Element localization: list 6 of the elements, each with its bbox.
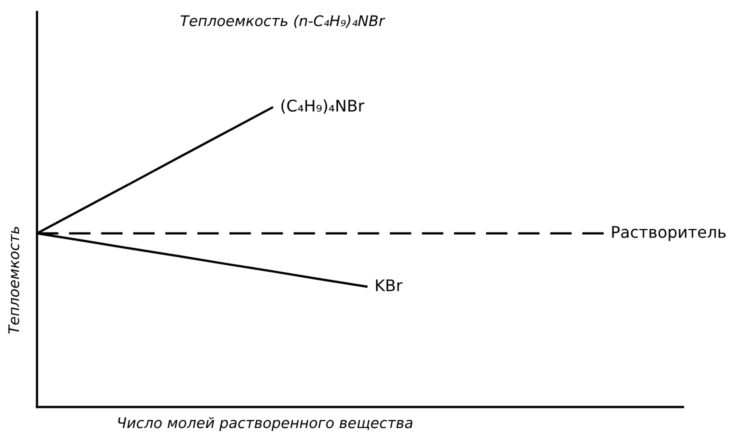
series-label: Растворитель: [612, 226, 726, 242]
series-label: (C₄H₉)₄NBr: [281, 99, 364, 114]
chart-title: Теплоемкость (n-C₄H₉)₄NBr: [180, 14, 386, 28]
y-axis-title: Теплоемкость: [8, 226, 20, 334]
x-axis-title: Число молей растворенного вещества: [118, 417, 412, 432]
series-label: KBr: [376, 279, 402, 292]
